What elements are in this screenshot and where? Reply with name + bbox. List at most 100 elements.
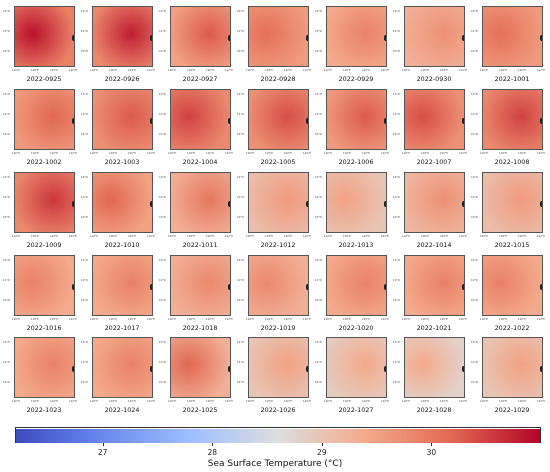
- lon-tick-label: 118°E: [343, 318, 351, 321]
- lat-tick-label: 12°N: [393, 113, 400, 116]
- map-date-label: 2022-1013: [338, 241, 374, 249]
- map-date-label: 2022-0930: [416, 75, 452, 83]
- lon-tick-label: 116°E: [12, 69, 20, 72]
- island-marker: [540, 366, 542, 372]
- lon-tick-label: 120°E: [440, 69, 448, 72]
- lon-tick-label: 120°E: [128, 235, 136, 238]
- lat-tick-label: 12°N: [237, 361, 244, 364]
- sst-map-panel: 14°N 12°N 10°N 116°E 118°E 120°E 122°E 2022-093…: [393, 0, 471, 83]
- lat-tick-label: 14°N: [81, 93, 88, 96]
- lon-tick-label: 116°E: [168, 318, 176, 321]
- lon-tick-label: 120°E: [206, 69, 214, 72]
- lat-tick-label: 14°N: [237, 10, 244, 13]
- lat-tick-label: 10°N: [81, 299, 88, 302]
- sst-map: [14, 255, 75, 316]
- lat-tick-label: 12°N: [237, 30, 244, 33]
- island-marker: [306, 201, 308, 207]
- sst-fill: [405, 173, 464, 232]
- lat-tick-label: 12°N: [237, 196, 244, 199]
- lat-tick-label: 10°N: [471, 133, 478, 136]
- map-date-label: 2022-1014: [416, 241, 452, 249]
- sst-map-panel: 14°N 12°N 10°N 116°E 118°E 120°E 122°E 2022-102…: [393, 331, 471, 414]
- lat-tick-label: 14°N: [315, 259, 322, 262]
- lon-tick-label: 122°E: [147, 152, 155, 155]
- island-marker: [384, 284, 386, 290]
- sst-fill: [405, 7, 464, 66]
- lon-tick-label: 116°E: [168, 152, 176, 155]
- island-marker: [72, 201, 74, 207]
- sst-fill: [15, 173, 74, 232]
- sst-map: [482, 255, 543, 316]
- lat-tick-label: 12°N: [393, 30, 400, 33]
- sst-field: [327, 173, 386, 232]
- lon-tick-label: 118°E: [265, 235, 273, 238]
- island-marker: [72, 366, 74, 372]
- sst-map: [92, 172, 153, 233]
- lat-tick-label: 10°N: [471, 381, 478, 384]
- sst-fill: [15, 7, 74, 66]
- map-date-label: 2022-1028: [416, 406, 452, 414]
- lon-tick-label: 122°E: [225, 152, 233, 155]
- lon-tick-label: 118°E: [421, 400, 429, 403]
- lon-tick-label: 120°E: [128, 69, 136, 72]
- lon-tick-label: 118°E: [343, 235, 351, 238]
- island-marker: [72, 284, 74, 290]
- lon-tick-label: 116°E: [168, 235, 176, 238]
- sst-fill: [171, 7, 230, 66]
- sst-field: [93, 256, 152, 315]
- lon-tick-label: 120°E: [362, 152, 370, 155]
- colorbar-title: Sea Surface Temperature (°C): [207, 459, 343, 469]
- lon-tick-label: 118°E: [187, 400, 195, 403]
- lat-tick-label: 10°N: [315, 50, 322, 53]
- lon-tick-label: 116°E: [480, 235, 488, 238]
- lon-tick-label: 116°E: [12, 235, 20, 238]
- sst-map-panel: 14°N 12°N 10°N 116°E 118°E 120°E 122°E 2022-102…: [237, 331, 315, 414]
- sst-map: [404, 255, 465, 316]
- map-date-label: 2022-0926: [104, 75, 140, 83]
- sst-map-panel: 14°N 12°N 10°N 116°E 118°E 120°E 122°E 2022-102…: [315, 249, 393, 332]
- sst-fill: [171, 90, 230, 149]
- map-date-label: 2022-1016: [26, 324, 62, 332]
- lat-tick-label: 10°N: [3, 216, 10, 219]
- sst-fill: [327, 338, 386, 397]
- sst-field: [405, 256, 464, 315]
- lon-tick-label: 116°E: [90, 318, 98, 321]
- sst-field: [405, 90, 464, 149]
- sst-fill: [483, 90, 542, 149]
- lon-tick-label: 118°E: [31, 318, 39, 321]
- island-marker: [462, 284, 464, 290]
- sst-fill: [249, 173, 308, 232]
- sst-map-panel: 14°N 12°N 10°N 116°E 118°E 120°E 122°E 2022-102…: [81, 331, 159, 414]
- colorbar-tick: [321, 443, 323, 446]
- lon-tick-label: 122°E: [69, 152, 77, 155]
- lat-tick-label: 14°N: [159, 341, 166, 344]
- lon-tick-label: 120°E: [440, 318, 448, 321]
- lon-tick-label: 118°E: [343, 69, 351, 72]
- sst-fill: [327, 90, 386, 149]
- lat-tick-label: 12°N: [159, 113, 166, 116]
- lon-tick-label: 118°E: [187, 318, 195, 321]
- lat-tick-label: 12°N: [3, 30, 10, 33]
- lat-tick-label: 10°N: [159, 299, 166, 302]
- map-date-label: 2022-1017: [104, 324, 140, 332]
- lon-tick-label: 118°E: [499, 318, 507, 321]
- sst-map-panel: 14°N 12°N 10°N 116°E 118°E 120°E 122°E 2022-102…: [471, 249, 549, 332]
- lat-tick-label: 14°N: [159, 259, 166, 262]
- sst-map: [326, 337, 387, 398]
- lat-tick-label: 12°N: [81, 30, 88, 33]
- sst-map: [248, 89, 309, 150]
- lon-tick-label: 116°E: [90, 152, 98, 155]
- map-date-label: 2022-1021: [416, 324, 452, 332]
- sst-field: [483, 338, 542, 397]
- island-marker: [228, 118, 230, 124]
- lon-tick-label: 118°E: [31, 400, 39, 403]
- sst-map-panel: 14°N 12°N 10°N 116°E 118°E 120°E 122°E 2022-101…: [471, 166, 549, 249]
- sst-fill: [249, 7, 308, 66]
- lon-tick-label: 120°E: [284, 318, 292, 321]
- sst-map: [248, 337, 309, 398]
- map-date-label: 2022-1002: [26, 158, 62, 166]
- lon-tick-label: 118°E: [187, 235, 195, 238]
- colorbar-gradient: [16, 429, 540, 443]
- sst-map: [482, 89, 543, 150]
- map-date-label: 2022-1023: [26, 406, 62, 414]
